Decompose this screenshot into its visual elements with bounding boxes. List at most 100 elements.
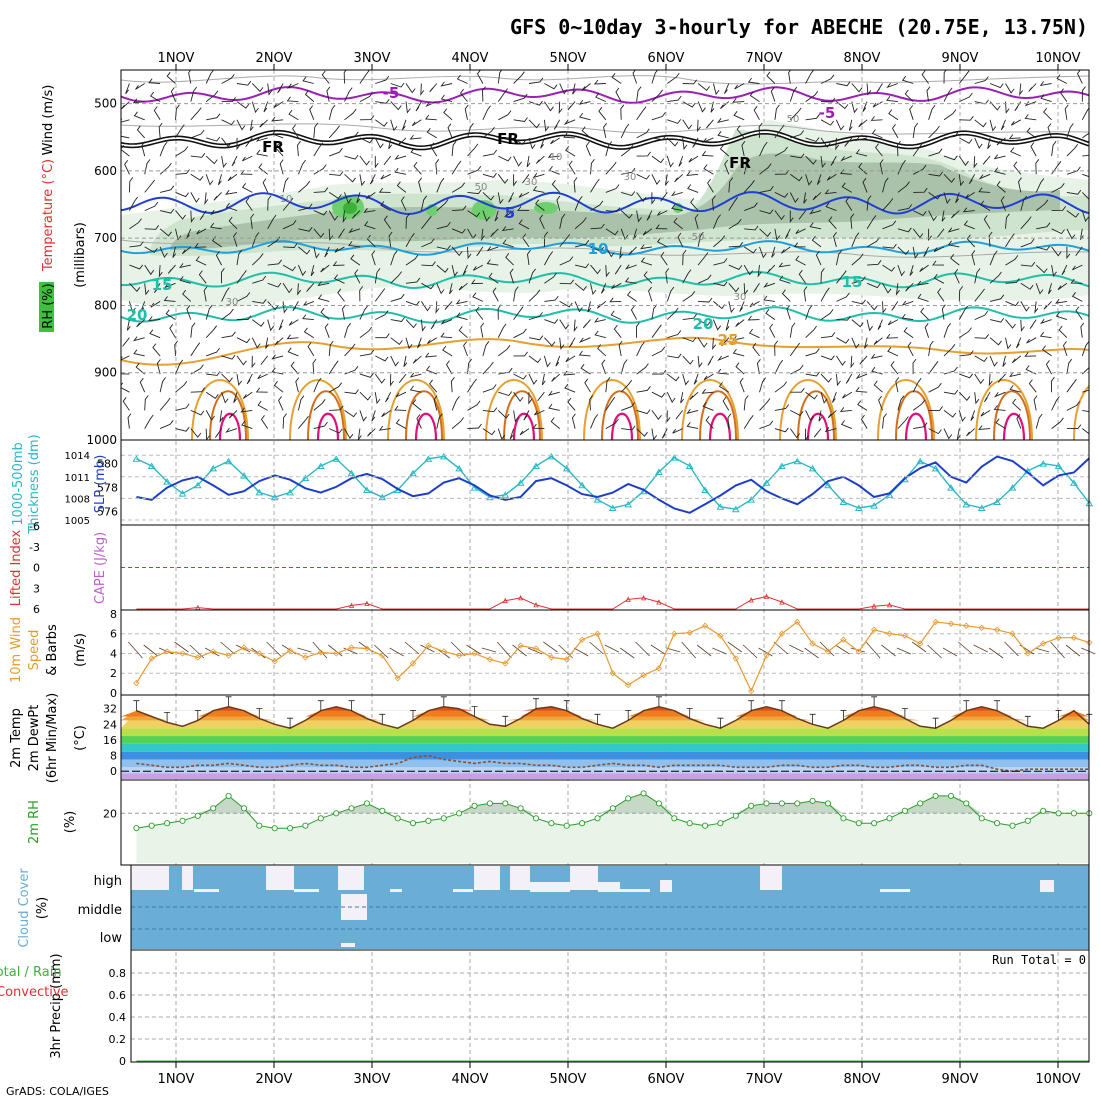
wind-speed-point bbox=[748, 687, 755, 695]
wind-barb bbox=[728, 218, 742, 230]
wind-barb bbox=[1082, 409, 1089, 413]
wind-barb bbox=[651, 174, 661, 185]
wind-barb bbox=[582, 319, 591, 329]
wind-barb bbox=[158, 647, 174, 655]
wind-barb bbox=[121, 101, 130, 110]
rh-point bbox=[348, 805, 355, 812]
wind-barb bbox=[267, 195, 272, 211]
wind-barb bbox=[912, 378, 922, 393]
wind-barb bbox=[621, 191, 636, 197]
wind-barb bbox=[467, 358, 473, 375]
wind-barb bbox=[508, 192, 515, 203]
rh-contour-label: 30 bbox=[734, 292, 747, 303]
wind-barb bbox=[559, 301, 573, 308]
thickness-point bbox=[378, 493, 387, 501]
thickness-point bbox=[701, 486, 709, 493]
temperature-fill bbox=[121, 706, 1090, 717]
wind-barb bbox=[527, 647, 543, 655]
wind-barb bbox=[158, 265, 163, 278]
wind-barb bbox=[1010, 119, 1022, 126]
wind-barb bbox=[181, 246, 192, 255]
wind-barb bbox=[317, 281, 330, 287]
wind-speed-point bbox=[194, 654, 201, 661]
x-tick-top-label: 5NOV bbox=[550, 51, 587, 66]
temperature-fill bbox=[121, 706, 1090, 711]
wind-barb bbox=[205, 304, 213, 320]
rh-point bbox=[1040, 807, 1047, 814]
wind-barb bbox=[494, 210, 499, 222]
temperature-fill bbox=[121, 706, 1090, 721]
wind-barb bbox=[974, 119, 987, 128]
wind-barb bbox=[707, 178, 714, 193]
wind-barb bbox=[790, 130, 805, 139]
wind-barb bbox=[290, 361, 299, 375]
wind-barb bbox=[928, 171, 943, 177]
x-tick-bottom-label: 5NOV bbox=[550, 1072, 587, 1087]
thickness-point bbox=[778, 462, 786, 469]
wind-barb bbox=[759, 209, 774, 215]
thickness-point bbox=[501, 491, 510, 498]
wind-barb bbox=[620, 359, 628, 375]
wind-barb bbox=[251, 83, 264, 93]
thickness-point bbox=[470, 484, 479, 491]
wind-barb bbox=[501, 226, 514, 232]
wind-barb bbox=[265, 337, 269, 349]
wind-barb bbox=[436, 283, 445, 295]
wind-barb bbox=[882, 198, 894, 211]
wind-barb bbox=[795, 255, 806, 266]
temperature-minmax-bar bbox=[563, 700, 570, 711]
wind-barb bbox=[743, 415, 754, 429]
x-tick-bottom-label: 8NOV bbox=[844, 1072, 881, 1087]
wind-barb bbox=[677, 232, 684, 248]
cloud-clear-area bbox=[760, 866, 782, 890]
wind-barb bbox=[619, 246, 624, 260]
wind-barb bbox=[236, 137, 241, 151]
wind-barb bbox=[988, 231, 993, 247]
lifted-index-point bbox=[748, 597, 754, 603]
rh-contour-line bbox=[121, 123, 1089, 135]
wind-barb bbox=[547, 153, 560, 158]
wind-barb bbox=[470, 279, 483, 285]
thickness-tick-label: 580 bbox=[97, 458, 118, 471]
thickness-point bbox=[870, 502, 878, 509]
wind-barb bbox=[912, 358, 917, 375]
wind-barb bbox=[712, 319, 722, 331]
x-tick-top-label: 10NOV bbox=[1035, 51, 1080, 66]
wind-barb bbox=[675, 410, 684, 420]
wind-barb bbox=[640, 244, 652, 250]
rh-high-area bbox=[343, 202, 357, 214]
rh-point bbox=[763, 800, 770, 807]
rh-point bbox=[871, 820, 878, 827]
wind-barb bbox=[390, 374, 394, 387]
wind-barb bbox=[836, 101, 849, 110]
lifted-index-point bbox=[640, 595, 647, 601]
wind-barb bbox=[424, 114, 437, 121]
precip-axis-label: 3hr Precip (mm) bbox=[49, 953, 64, 1058]
contour-diurnal bbox=[512, 412, 536, 440]
wind-barb bbox=[1020, 319, 1025, 332]
wind-barb bbox=[167, 264, 176, 274]
wind-barb bbox=[682, 355, 694, 365]
wind-barb bbox=[136, 319, 146, 328]
wind-barb bbox=[544, 83, 558, 90]
wind-barb bbox=[636, 341, 645, 357]
wind-barb bbox=[385, 391, 392, 403]
wind-barb bbox=[1005, 337, 1012, 350]
wind-barb bbox=[855, 149, 868, 157]
wind-barb bbox=[858, 119, 868, 128]
wind-barb bbox=[581, 83, 591, 91]
wind-barb bbox=[430, 142, 438, 157]
wind-barb bbox=[720, 101, 730, 110]
wind-barb bbox=[788, 70, 792, 84]
precip-convective-label: Convective bbox=[0, 985, 69, 1000]
temperature-color-band bbox=[121, 773, 1089, 779]
rh-point bbox=[271, 825, 278, 832]
wind-barb bbox=[122, 397, 130, 411]
wind-barb bbox=[666, 307, 679, 320]
wind-barb bbox=[578, 337, 591, 343]
wind-barb bbox=[513, 117, 528, 122]
wind-barb bbox=[544, 319, 559, 324]
wind-barb bbox=[237, 315, 252, 321]
wind-barb bbox=[681, 641, 697, 659]
wind-barb bbox=[195, 256, 207, 266]
